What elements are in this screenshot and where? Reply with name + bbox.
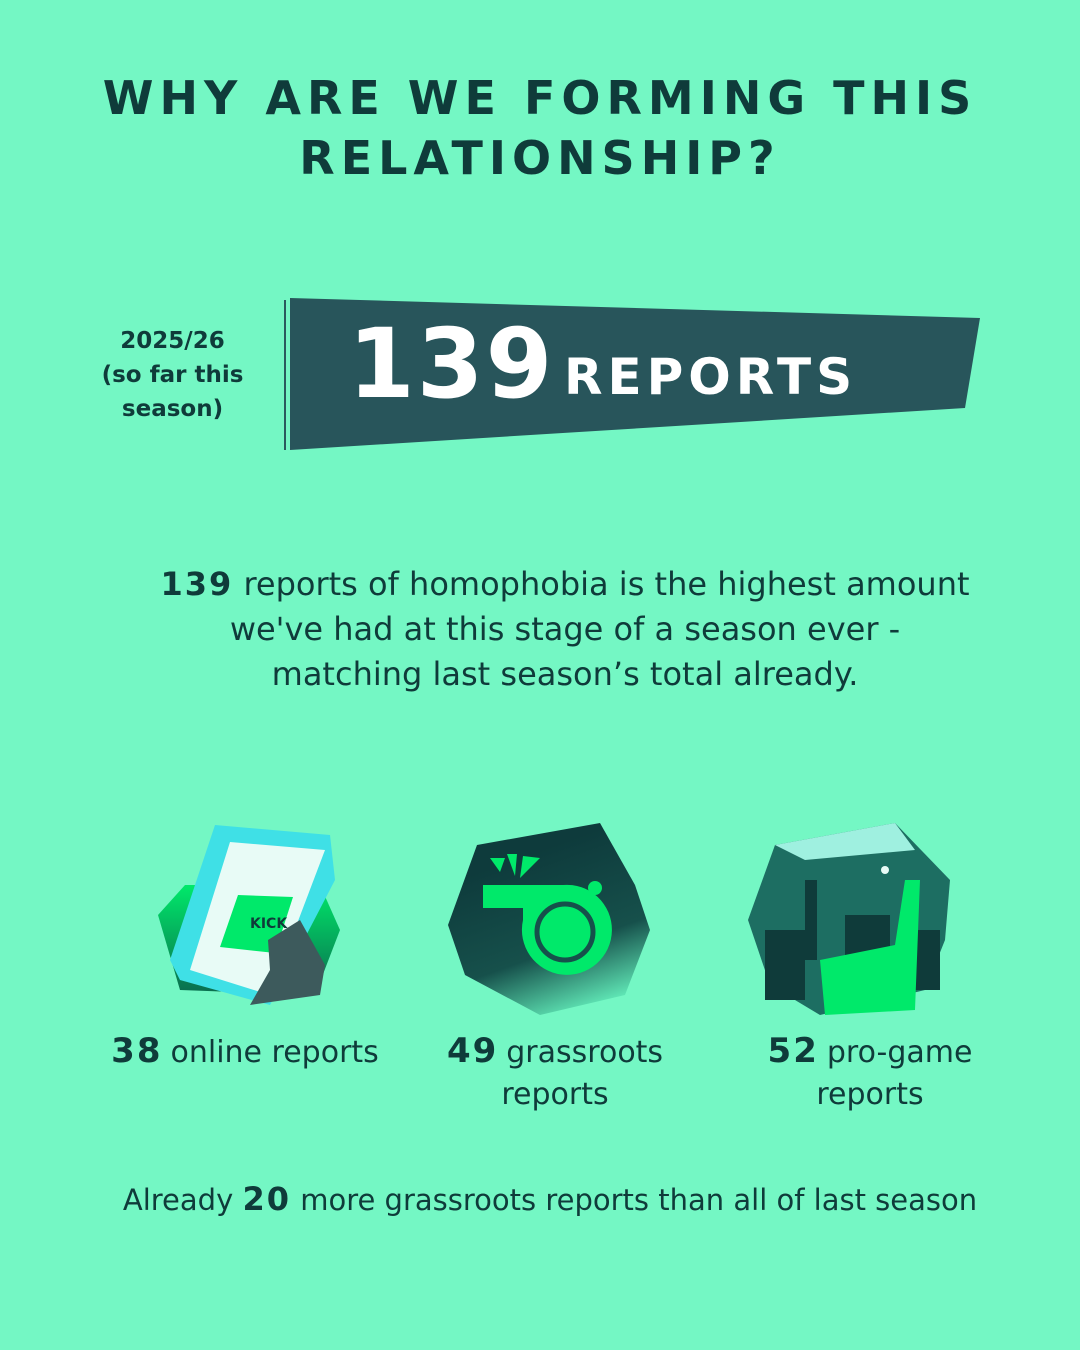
footer-text: Already 20 more grassroots reports than … bbox=[0, 1180, 1080, 1218]
whistle-icon bbox=[448, 823, 650, 1015]
banner-shape bbox=[290, 298, 980, 450]
stat-label-2: reports bbox=[816, 1077, 924, 1112]
stat-label: grassroots bbox=[506, 1035, 664, 1070]
stat-pro-game: 52 pro-game reports bbox=[735, 1030, 1005, 1116]
stat-number: 49 bbox=[446, 1031, 499, 1071]
season-note-1: (so far this bbox=[101, 362, 244, 388]
stat-grassroots: 49 grassroots reports bbox=[420, 1030, 690, 1116]
stat-label: online reports bbox=[170, 1035, 379, 1070]
footer-prefix: Already bbox=[122, 1183, 243, 1217]
title-line-1: WHY ARE WE FORMING THIS bbox=[102, 71, 978, 125]
season-year: 2025/26 bbox=[120, 328, 225, 354]
season-note-2: season) bbox=[121, 396, 224, 422]
stat-number: 52 bbox=[767, 1031, 819, 1071]
season-label: 2025/26 (so far this season) bbox=[90, 324, 255, 426]
footer-number: 20 bbox=[242, 1180, 291, 1218]
banner-number: 139 bbox=[348, 308, 555, 420]
crowd-icon bbox=[748, 823, 950, 1015]
stat-label-2: reports bbox=[501, 1077, 609, 1112]
svg-text:KICK: KICK bbox=[250, 916, 288, 932]
summary-number: 139 bbox=[160, 565, 234, 603]
stat-label: pro-game bbox=[826, 1035, 973, 1070]
phone-kick-it-out-icon: KICK bbox=[158, 825, 340, 1005]
stat-number: 38 bbox=[111, 1031, 163, 1071]
page-title: WHY ARE WE FORMING THIS RELATIONSHIP? bbox=[0, 68, 1080, 188]
footer-suffix: more grassroots reports than all of last… bbox=[291, 1183, 978, 1217]
summary-line-2: we've had at this stage of a season ever… bbox=[229, 610, 901, 648]
summary-line-1: reports of homophobia is the highest amo… bbox=[233, 565, 970, 603]
divider bbox=[284, 300, 286, 450]
title-line-2: RELATIONSHIP? bbox=[299, 131, 781, 185]
summary-line-3: matching last season’s total already. bbox=[271, 655, 859, 693]
stat-online: 38 online reports bbox=[95, 1030, 395, 1074]
summary-text: 139 reports of homophobia is the highest… bbox=[100, 562, 1030, 697]
banner-label: REPORTS bbox=[564, 348, 858, 406]
